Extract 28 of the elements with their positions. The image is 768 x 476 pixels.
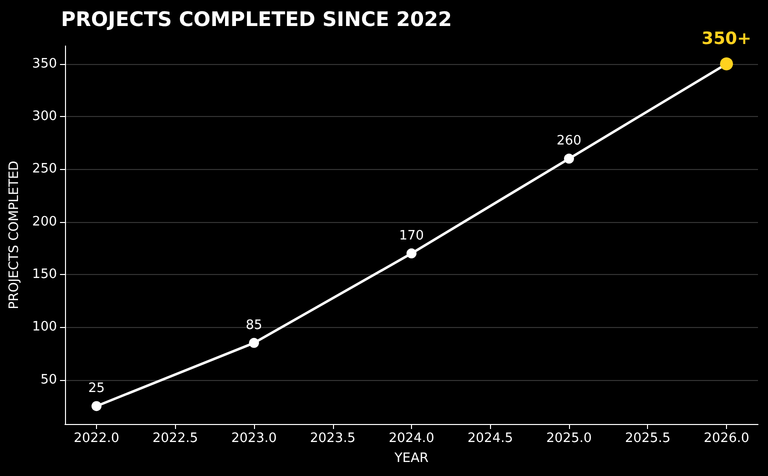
y-tick-label: 50	[40, 372, 57, 388]
data-label: 170	[399, 228, 424, 244]
x-tick-label: 2025.0	[546, 431, 592, 446]
point	[564, 154, 574, 164]
y-tick-label: 250	[32, 162, 57, 177]
x-tick-label: 2022.5	[152, 431, 198, 446]
data-label: 25	[88, 381, 105, 396]
x-tick-label: 2022.0	[74, 431, 120, 446]
point	[92, 401, 102, 412]
chart-title: PROJECTS COMPLETED SINCE 2022	[61, 7, 452, 31]
y-tick-label: 100	[32, 320, 57, 335]
point	[406, 248, 416, 258]
x-tick-label: 2026.0	[704, 431, 750, 446]
y-tick-label: 200	[32, 214, 57, 230]
point	[249, 338, 259, 348]
y-tick-label: 350	[32, 56, 57, 72]
x-tick-label: 2025.5	[625, 431, 670, 446]
y-tick-label: 300	[32, 109, 57, 124]
x-tick-label: 2023.0	[231, 431, 277, 446]
data-label: 350+	[702, 28, 752, 49]
y-tick-label: 150	[32, 266, 57, 282]
data-label: 260	[556, 134, 582, 149]
x-tick-label: 2023.5	[310, 431, 356, 446]
data-label: 85	[246, 318, 262, 333]
x-tick-label: 2024.5	[468, 431, 513, 446]
x-tick-label: 2024.0	[388, 431, 434, 446]
y-axis-title: PROJECTS COMPLETED	[7, 160, 22, 310]
x-axis-title: YEAR	[393, 451, 429, 466]
